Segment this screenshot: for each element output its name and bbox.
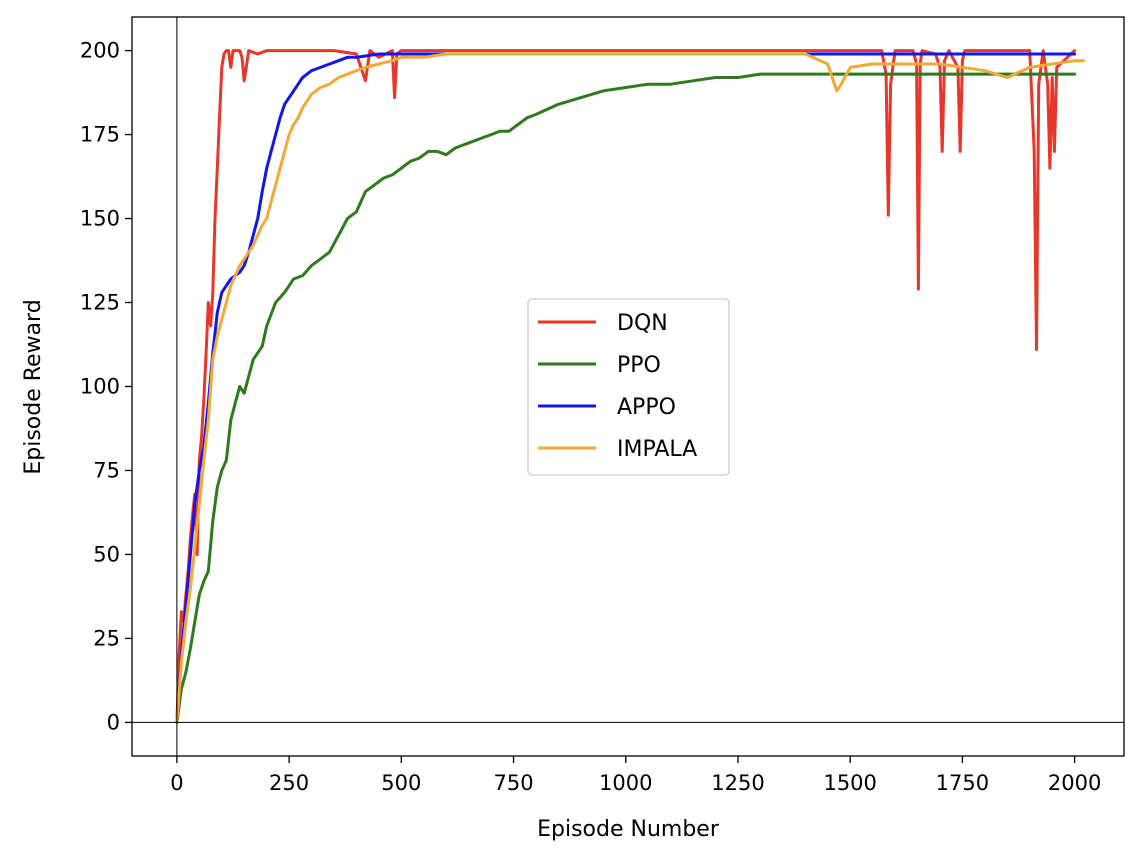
x-tick-label: 750 xyxy=(493,771,533,795)
series-line-dqn xyxy=(175,49,1077,724)
series-line-impala xyxy=(175,52,1086,724)
y-tick-label: 150 xyxy=(80,207,120,231)
x-tick-label: 1750 xyxy=(936,771,989,795)
y-tick-label: 200 xyxy=(80,39,120,63)
legend: DQN PPO APPO IMPALA xyxy=(527,298,730,476)
legend-label-impala: IMPALA xyxy=(617,437,697,462)
x-tick-label: 1250 xyxy=(711,771,764,795)
x-tick-label: 250 xyxy=(269,771,309,795)
x-tick-label: 1000 xyxy=(599,771,652,795)
y-tick-label: 100 xyxy=(80,375,120,399)
x-axis-label: Episode Number xyxy=(537,817,720,842)
y-tick-label: 175 xyxy=(80,123,120,147)
x-tick-label: 500 xyxy=(381,771,421,795)
y-tick-label: 25 xyxy=(93,626,120,650)
series-layer xyxy=(175,49,1086,724)
x-tick-label: 1500 xyxy=(823,771,876,795)
reference-lines xyxy=(132,17,1124,756)
legend-label-appo: APPO xyxy=(617,395,676,420)
x-axis: 0 250 500 750 1000 1250 1500 1750 2000 xyxy=(170,756,1101,795)
legend-label-dqn: DQN xyxy=(617,311,668,336)
series-line-ppo xyxy=(175,72,1077,724)
y-tick-label: 75 xyxy=(93,458,120,482)
y-tick-label: 125 xyxy=(80,291,120,315)
y-tick-label: 50 xyxy=(93,542,120,566)
legend-label-ppo: PPO xyxy=(617,353,661,378)
y-axis-label: Episode Reward xyxy=(21,299,46,474)
y-axis: 0 25 50 75 100 125 150 175 200 xyxy=(80,39,132,734)
legend-box xyxy=(527,298,730,476)
y-tick-label: 0 xyxy=(107,710,120,734)
x-tick-label: 2000 xyxy=(1048,771,1101,795)
x-tick-label: 0 xyxy=(170,771,183,795)
